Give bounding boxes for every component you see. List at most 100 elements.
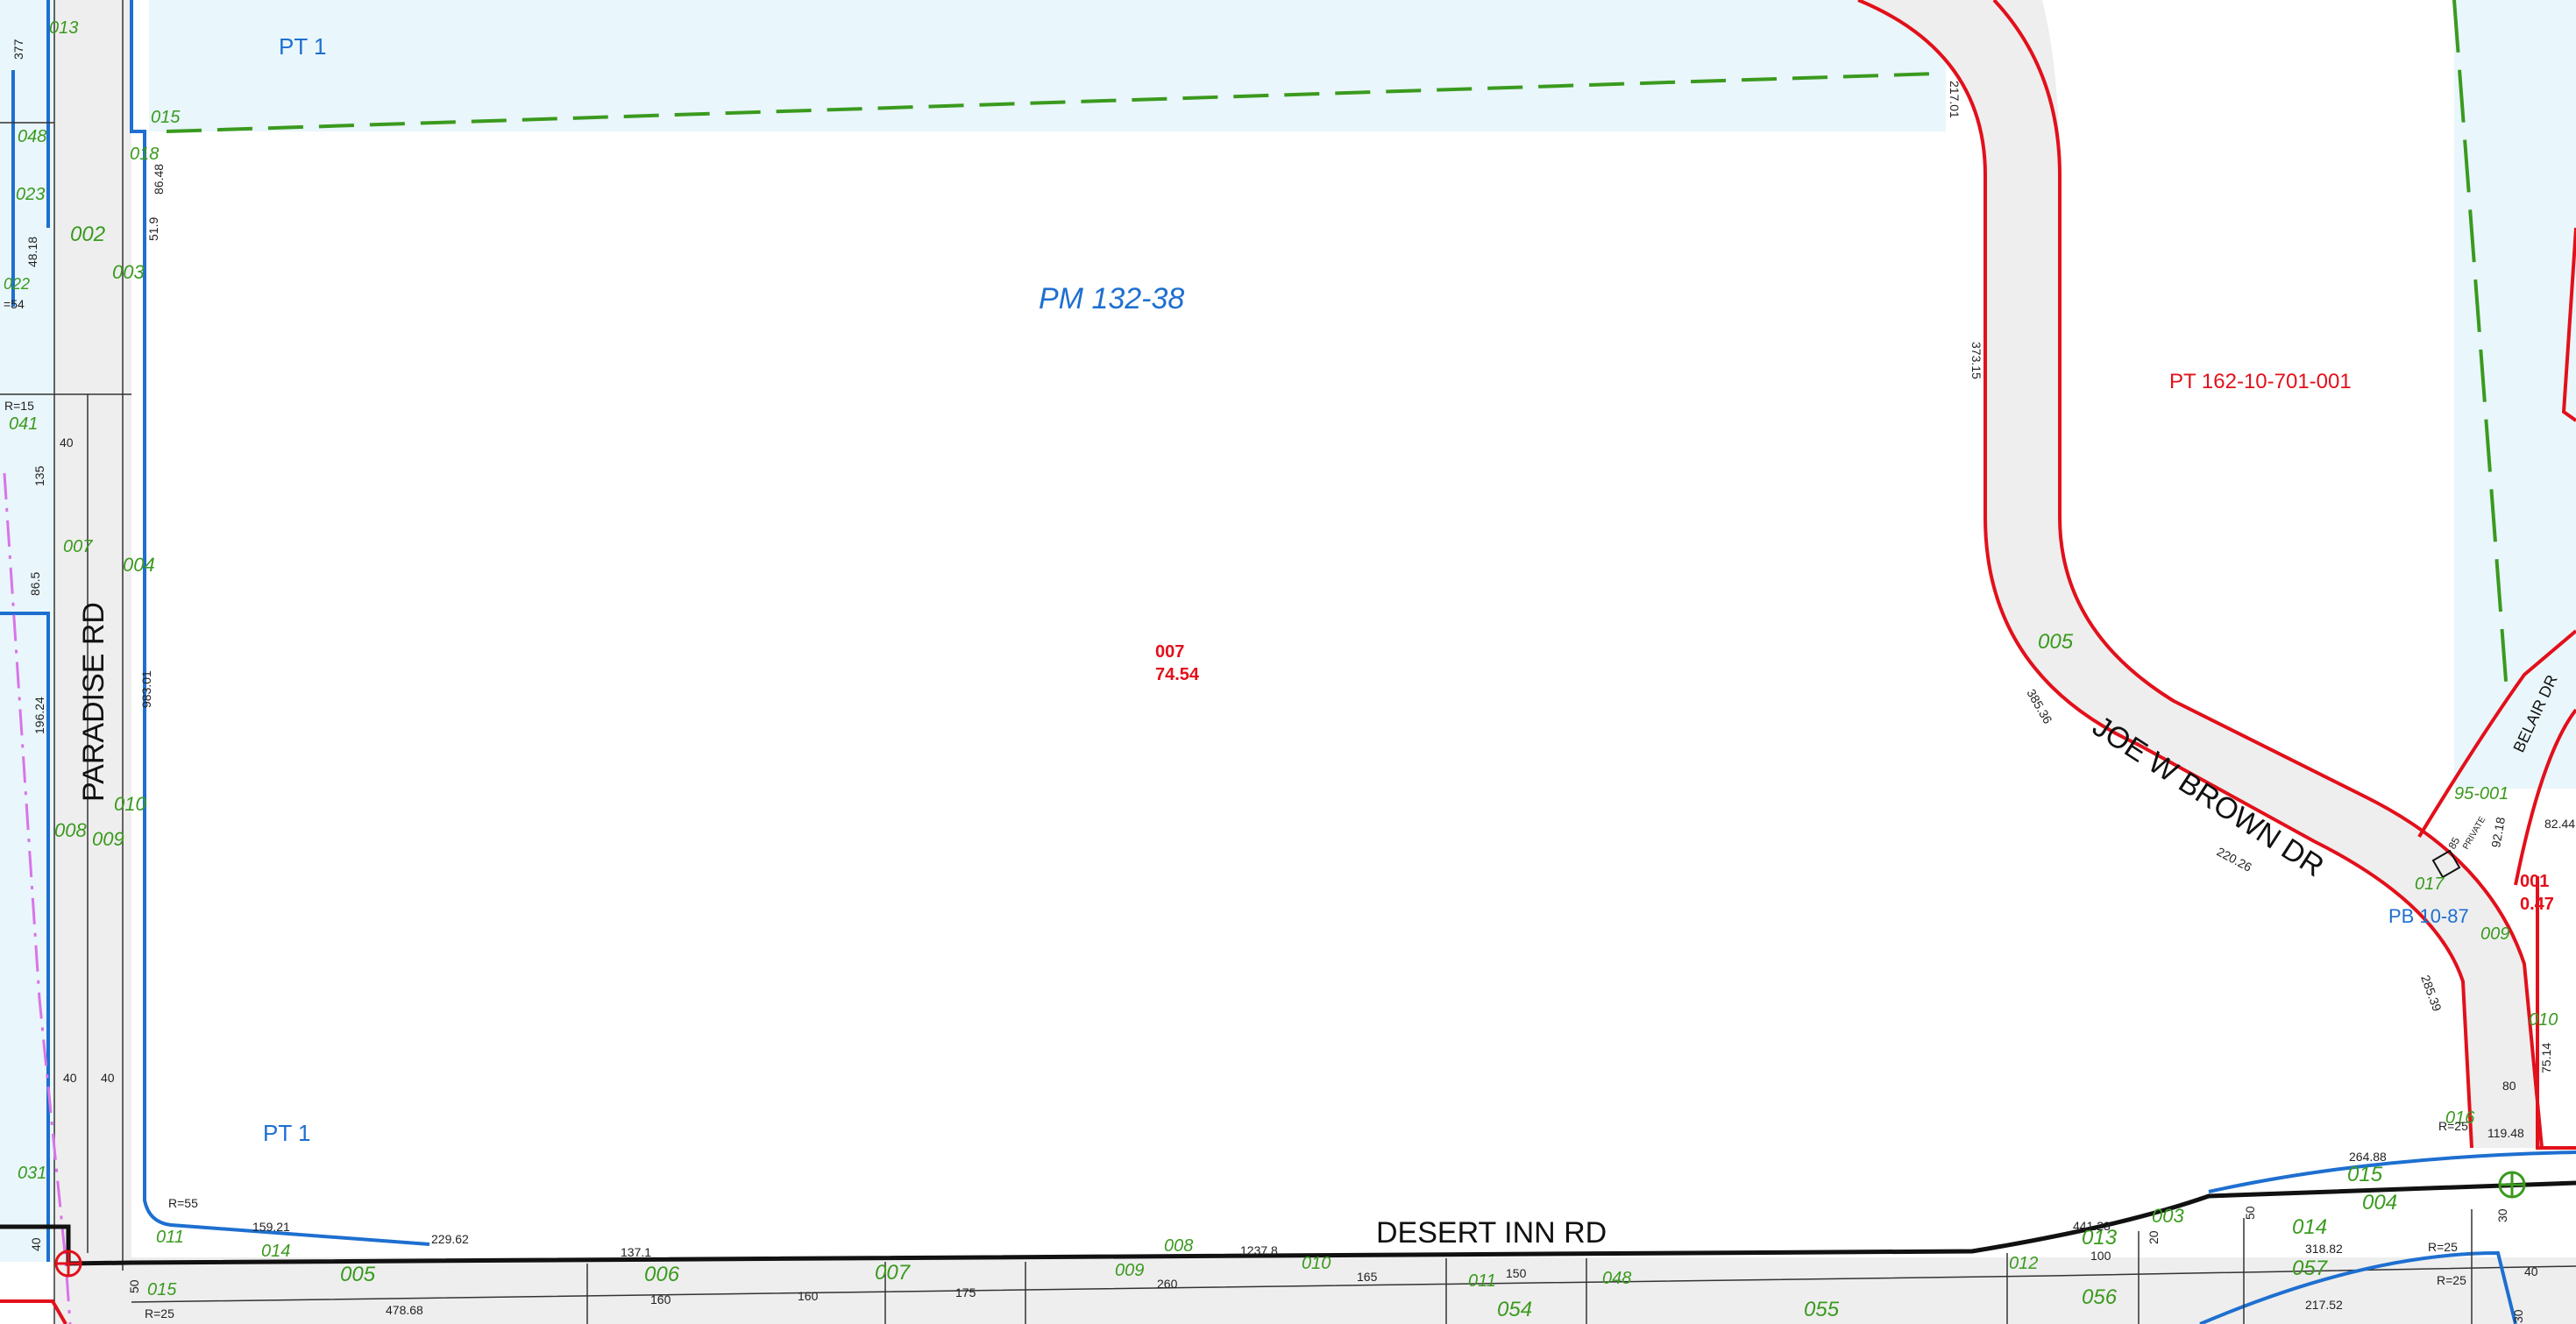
dim-1237-8: 1237.8: [1240, 1243, 1278, 1257]
parcel-005-s: 005: [340, 1263, 376, 1286]
parcel-010-e: 010: [2529, 1010, 2558, 1030]
plat-label-pt-red: PT 162-10-701-001: [2169, 370, 2352, 393]
south-lots-strip: [131, 1257, 2576, 1324]
dim-54: =54: [4, 297, 25, 311]
private-lot-box: [2431, 849, 2461, 879]
dim-r25-b: R=25: [145, 1306, 174, 1320]
survey-marker-west-cross: [56, 1251, 81, 1276]
dim-75-14: 75.14: [2539, 1043, 2553, 1073]
belair-road-edge-2: [2514, 708, 2576, 886]
parcel-013-e: 013: [2082, 1226, 2118, 1250]
plat-label-pt1-bottom: PT 1: [263, 1120, 310, 1146]
dim-264-88: 264.88: [2349, 1150, 2387, 1164]
dim-260: 260: [1157, 1277, 1178, 1291]
parcel-023: 023: [16, 185, 45, 204]
subject-parcel: [131, 131, 1972, 1253]
dim-217-52: 217.52: [2305, 1298, 2343, 1312]
dim-r25-d: R=25: [2437, 1273, 2466, 1287]
parcel-048-w: 048: [18, 127, 46, 146]
dim-220-26: 220.26: [2215, 845, 2255, 874]
west-parcel-line: [0, 0, 50, 1262]
parcel-031: 031: [18, 1164, 46, 1183]
parcel-056: 056: [2082, 1285, 2118, 1309]
dim-373-15: 373.15: [1969, 342, 1983, 379]
dim-137-1: 137.1: [621, 1245, 651, 1259]
dim-50-b: 50: [127, 1279, 141, 1293]
paradise-thin-lines: [0, 0, 131, 1324]
east-easement-line: [2452, 0, 2509, 693]
parcel-006-s: 006: [644, 1263, 680, 1286]
north-easement-line: [166, 72, 1938, 133]
parcel-009: 009: [2480, 924, 2509, 944]
parcel-acres-east: 0.47: [2520, 895, 2554, 914]
parcel-004-w: 004: [123, 554, 155, 576]
dim-478-68: 478.68: [386, 1303, 423, 1317]
dim-135: 135: [32, 465, 46, 486]
parcel-010-w: 010: [114, 793, 146, 815]
plat-label-pt1-top: PT 1: [279, 33, 326, 60]
dim-983-01: 983.01: [139, 670, 153, 708]
parcel-003-w: 003: [112, 261, 145, 283]
dim-92-18: 92.18: [2488, 816, 2508, 848]
joe-w-brown-west-edge: [1857, 0, 2473, 1149]
dim-385-36: 385.36: [2024, 687, 2054, 726]
belair-road-edge: [2417, 629, 2576, 839]
parcel-95-001: 95-001: [2454, 784, 2509, 804]
dim-r25-c: R=25: [2428, 1240, 2458, 1254]
parcel-008-w: 008: [54, 819, 87, 841]
dim-377: 377: [11, 39, 25, 60]
desert-inn-boundary: [0, 1180, 2576, 1266]
dim-82-44: 82.44: [2544, 817, 2575, 831]
parcel-013-t: 013: [49, 18, 78, 38]
parcel-005: 005: [2038, 630, 2074, 654]
dim-50-a: 50: [2243, 1206, 2257, 1220]
parcel-048: 048: [1602, 1269, 1631, 1288]
parcel-015-t: 015: [151, 108, 181, 127]
dim-48-18: 48.18: [25, 237, 39, 267]
section-line-magenta: [3, 472, 72, 1324]
dim-285-39: 285.39: [2418, 974, 2445, 1014]
dim-80: 80: [2502, 1079, 2516, 1093]
parcel-057: 057: [2292, 1257, 2329, 1280]
dim-100: 100: [2090, 1249, 2111, 1263]
dim-40-c: 40: [101, 1071, 115, 1085]
dim-229-62: 229.62: [431, 1232, 469, 1246]
joe-w-brown-east-edge: [1992, 0, 2544, 1149]
dim-85: 85: [2445, 835, 2462, 852]
dim-160-a: 160: [650, 1292, 671, 1306]
dim-private: PRIVATE: [2461, 815, 2487, 852]
street-label-paradise: PARADISE RD: [77, 602, 110, 802]
desert-inn-south-edge: [131, 1265, 2576, 1303]
parcel-011-s: 011: [1468, 1271, 1496, 1291]
parcel-id-main: 007: [1155, 642, 1184, 662]
parcel-009-w: 009: [92, 828, 124, 850]
dim-86-48: 86.48: [152, 164, 166, 195]
dim-318-82: 318.82: [2305, 1242, 2343, 1256]
dim-51-9: 51.9: [146, 217, 160, 241]
parcel-003-e: 003: [2152, 1205, 2184, 1227]
dim-40-b: 40: [63, 1071, 77, 1085]
parcel-009-s: 009: [1115, 1261, 1144, 1280]
dim-40-e: 40: [2524, 1264, 2538, 1278]
parcel-012: 012: [2009, 1254, 2038, 1273]
parcel-acres-main: 74.54: [1155, 665, 1200, 684]
parcel-015-e: 015: [2347, 1163, 2383, 1186]
street-label-desert-inn: DESERT INN RD: [1376, 1216, 1607, 1250]
dim-165: 165: [1357, 1270, 1378, 1284]
parcel-007-w: 007: [63, 537, 93, 556]
parcel-041: 041: [9, 414, 38, 434]
parcel-022: 022: [4, 275, 30, 293]
adjacent-parcel-north: [149, 0, 1946, 131]
dim-r15: R=15: [4, 399, 34, 413]
adjacent-parcel-east: [2454, 0, 2576, 789]
subject-west-boundary: [130, 0, 430, 1246]
parcel-018: 018: [130, 145, 159, 164]
dim-196-24: 196.24: [32, 697, 46, 734]
dim-159-21: 159.21: [252, 1220, 290, 1234]
joe-w-brown-road-fill: [1858, 0, 2542, 1148]
parcel-014-s: 014: [261, 1242, 290, 1261]
dim-150: 150: [1506, 1266, 1527, 1280]
southwest-red-bracket: [0, 1299, 67, 1324]
